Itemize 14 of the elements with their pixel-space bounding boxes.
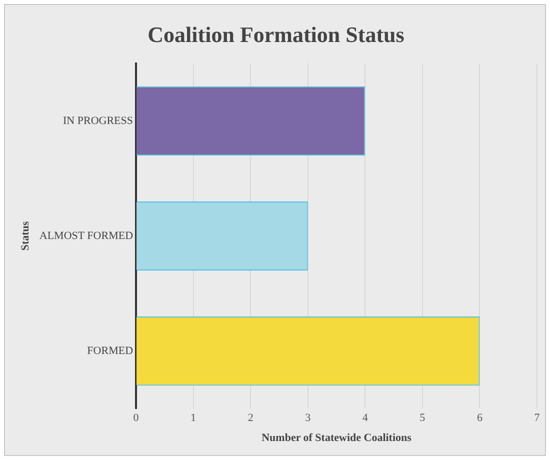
x-tick-label: 2 [248,412,254,424]
chart-title: Coalition Formation Status [148,22,405,47]
x-axis-title: Number of Statewide Coalitions [262,432,412,444]
x-tick-label: 1 [190,412,196,424]
y-tick-label: ALMOST FORMED [39,230,134,242]
x-tick-label: 3 [305,412,312,424]
x-tick-label: 4 [362,412,368,424]
y-axis-title: Status [19,220,32,251]
x-tick-label: 6 [476,412,483,424]
y-tick-label: IN PROGRESS [63,114,134,127]
x-tick-label: 7 [534,412,540,424]
x-tick-label: 0 [133,412,140,424]
y-tick-label: FORMED [87,344,134,357]
x-tick-label: 5 [420,412,426,424]
